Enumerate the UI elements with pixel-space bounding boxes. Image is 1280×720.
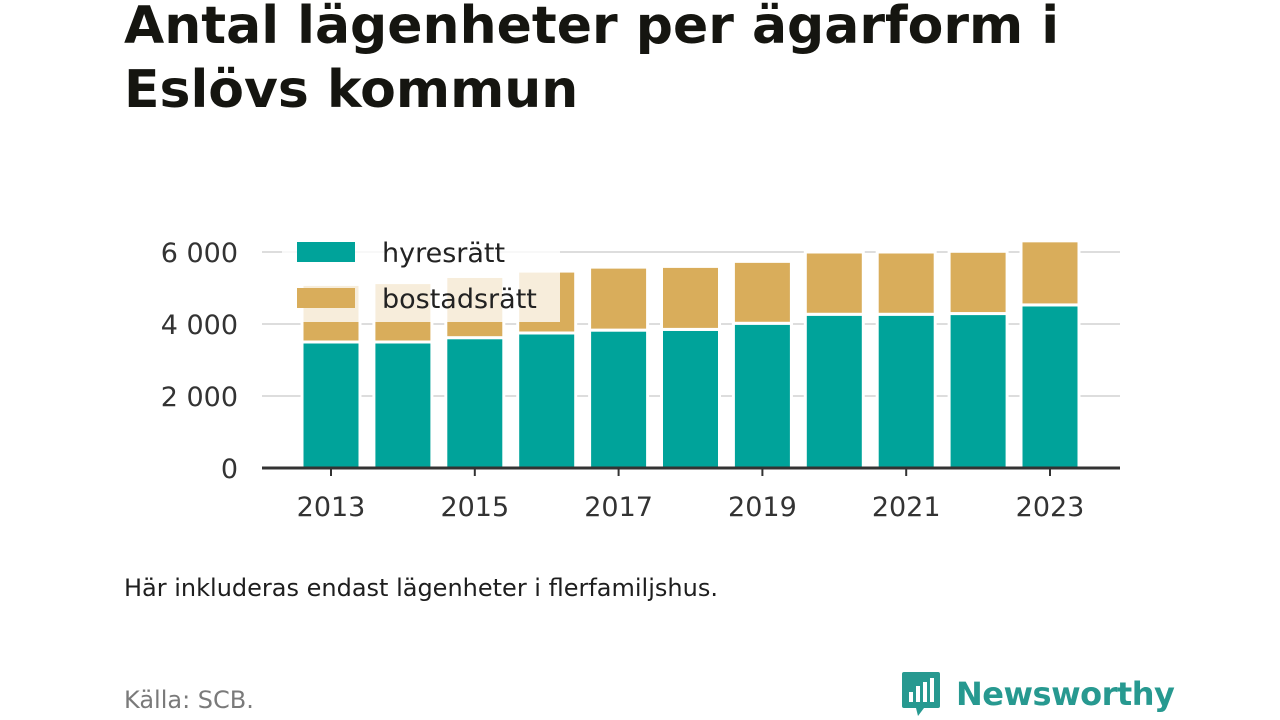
- legend-label: bostadsrätt: [382, 284, 537, 315]
- x-tick-label: 2013: [297, 492, 366, 523]
- bar-hyresratt: [300, 340, 362, 470]
- y-tick-label: 4 000: [161, 310, 238, 341]
- x-tick-label: 2023: [1016, 492, 1085, 523]
- bar-bostadsratt: [947, 249, 1009, 316]
- x-tick-label: 2019: [728, 492, 797, 523]
- legend-swatch: [297, 242, 355, 262]
- bars: [300, 239, 1081, 470]
- legend-label: hyresrätt: [382, 238, 505, 269]
- stacked-bar-chart: 0 2 000 4 000 6 000 2013 2015 2017 2019 2021 2023…: [160, 232, 1120, 523]
- x-tick-label: 2015: [440, 492, 509, 523]
- bar-hyresratt: [444, 336, 506, 470]
- bar-bostadsratt: [1019, 239, 1081, 307]
- bar-hyresratt: [516, 331, 578, 470]
- bar-hyresratt: [803, 312, 865, 470]
- bar-hyresratt: [588, 328, 650, 470]
- y-tick-label: 6 000: [161, 238, 238, 269]
- bar-hyresratt: [947, 312, 1009, 470]
- bar-bostadsratt: [803, 250, 865, 316]
- chart-note: Här inkluderas endast lägenheter i flerf…: [124, 574, 718, 602]
- brand-name: Newsworthy: [956, 675, 1175, 713]
- chart-title: Antal lägenheter per ägarform i Eslövs k…: [124, 0, 1060, 120]
- newsworthy-logo: Newsworthy: [900, 670, 1175, 718]
- bar-hyresratt: [1019, 303, 1081, 470]
- legend: hyresrätt bostadsrätt: [282, 232, 560, 322]
- bar-hyresratt: [731, 321, 793, 470]
- bar-hyresratt: [875, 312, 937, 470]
- axes: 0 2 000 4 000 6 000 2013 2015 2017 2019 2021 2023: [161, 238, 1120, 523]
- y-tick-label: 2 000: [161, 382, 238, 413]
- bar-hyresratt: [660, 327, 721, 470]
- bar-bostadsratt: [731, 259, 793, 325]
- source-credit: Källa: SCB.: [124, 686, 254, 714]
- bar-bostadsratt: [660, 264, 721, 331]
- bar-bostadsratt: [588, 265, 650, 332]
- newsworthy-bar-chart-icon: [902, 672, 940, 716]
- x-tick-label: 2017: [584, 492, 653, 523]
- bar-hyresratt: [372, 340, 434, 470]
- legend-swatch: [297, 288, 355, 308]
- y-tick-label: 0: [221, 454, 238, 485]
- bar-bostadsratt: [875, 250, 937, 316]
- x-tick-label: 2021: [872, 492, 941, 523]
